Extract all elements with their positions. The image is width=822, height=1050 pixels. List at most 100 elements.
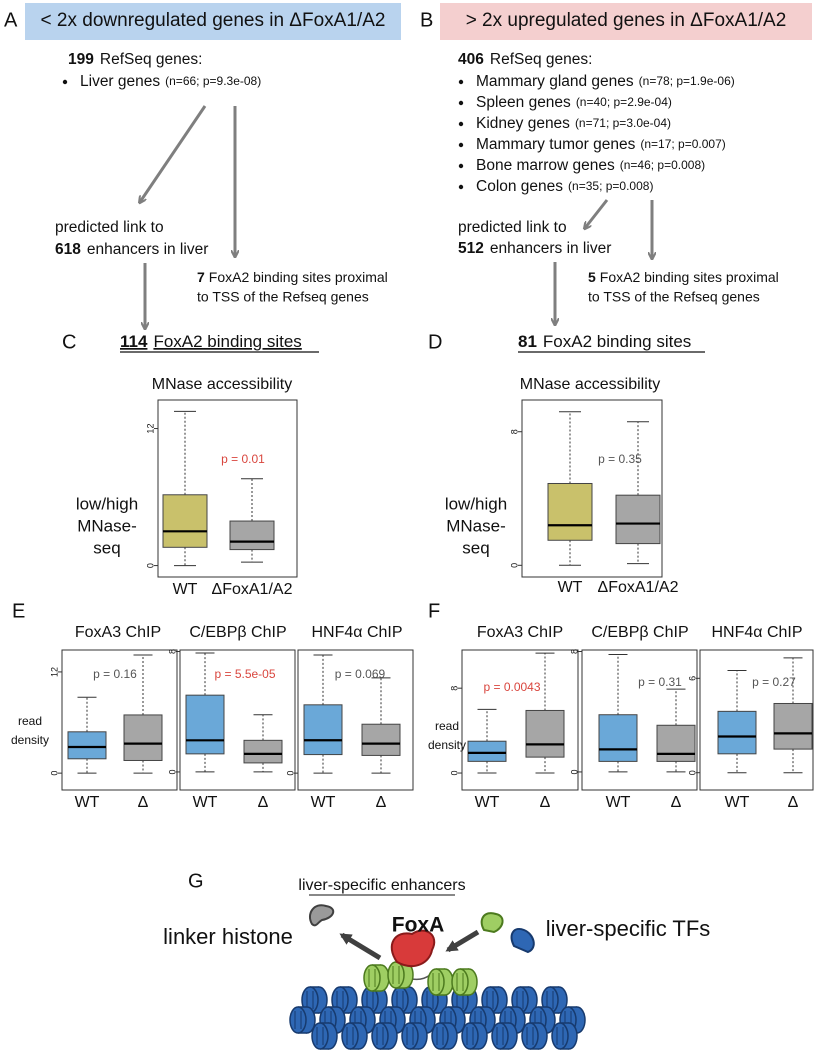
diagram-title: liver-specific enhancers bbox=[298, 877, 465, 894]
plot-frame bbox=[61, 649, 178, 791]
chart-title: HNF4α ChIP bbox=[311, 624, 402, 641]
box bbox=[123, 714, 163, 761]
x-tick-label: Δ bbox=[788, 794, 799, 811]
box-plot: MNase accessibility low/high MNase-seq 0 12 W… bbox=[76, 376, 298, 598]
nucleosome bbox=[491, 1022, 509, 1050]
chart-title: HNF4α ChIP bbox=[711, 624, 802, 641]
y-tick-label: 8 bbox=[167, 649, 177, 654]
nucleosome bbox=[371, 1022, 389, 1050]
p-value: p = 0.069 bbox=[335, 667, 386, 681]
x-tick-label: WT bbox=[173, 581, 198, 598]
chart-title: MNase accessibility bbox=[520, 376, 660, 393]
y-tick-label: 0 bbox=[449, 771, 459, 776]
y-axis-label: read bbox=[18, 714, 42, 728]
header-box bbox=[25, 3, 401, 40]
y-axis-label: read bbox=[435, 719, 459, 733]
enhancer-label: enhancers in liver bbox=[490, 240, 611, 257]
y-tick-label: 0 bbox=[49, 771, 59, 776]
box bbox=[243, 739, 283, 764]
y-axis-label: seq bbox=[93, 538, 120, 557]
p-value: p = 0.31 bbox=[638, 675, 682, 689]
box bbox=[67, 731, 107, 760]
gene-item: Colon genes (n=35; p=0.008) bbox=[476, 178, 653, 195]
site-line: 114 FoxA2 binding sites bbox=[120, 332, 302, 351]
gene-count-line: 199 RefSeq genes: bbox=[68, 51, 202, 68]
site-label: FoxA2 binding sites bbox=[153, 332, 301, 351]
box bbox=[656, 724, 696, 762]
gene-stats: (n=46; p=0.008) bbox=[620, 158, 705, 172]
nucleosome bbox=[551, 1022, 569, 1050]
tss-label: FoxA2 binding sites proximal bbox=[209, 269, 388, 285]
tf-icon bbox=[510, 928, 535, 954]
gene-item: Spleen genes (n=40; p=2.9e-04) bbox=[476, 94, 672, 111]
enhancer-label: enhancers in liver bbox=[87, 241, 208, 258]
y-axis-label: low/high bbox=[76, 494, 138, 513]
gene-list: Mammary gland genes (n=78; p=1.9e-06) Sple… bbox=[458, 73, 735, 195]
bullet bbox=[458, 142, 464, 148]
foxa-protein bbox=[390, 929, 436, 968]
arrow bbox=[140, 105, 207, 202]
gene-item: Kidney genes (n=71; p=3.0e-04) bbox=[476, 115, 671, 132]
enhancer-line: 618 enhancers in liver bbox=[55, 241, 208, 258]
tss-label: to TSS of the Refseq genes bbox=[588, 289, 760, 305]
box bbox=[303, 704, 343, 756]
x-tick-label: Δ bbox=[138, 794, 149, 811]
panel-letter: A bbox=[4, 9, 18, 31]
gene-name: Mammary gland genes bbox=[476, 73, 634, 90]
enhancer-count: 512 bbox=[458, 240, 484, 257]
site-count: 81 bbox=[518, 332, 537, 351]
y-tick-label: 8 bbox=[449, 686, 459, 691]
gene-item: Mammary gland genes (n=78; p=1.9e-06) bbox=[476, 73, 735, 90]
nucleosome bbox=[401, 1022, 419, 1050]
enhancer-line: 512 enhancers in liver bbox=[458, 240, 611, 257]
arrow bbox=[585, 199, 609, 228]
y-axis-label: low/high bbox=[445, 494, 507, 513]
gene-name: Colon genes bbox=[476, 178, 563, 195]
bullet bbox=[458, 79, 464, 85]
y-tick-label: 6 bbox=[687, 676, 697, 681]
nucleosome bbox=[451, 968, 469, 996]
y-axis-label: MNase- bbox=[77, 516, 137, 535]
y-axis-label: density bbox=[428, 738, 466, 752]
tss-label: to TSS of the Refseq genes bbox=[197, 289, 369, 305]
bullet bbox=[458, 184, 464, 190]
box bbox=[229, 520, 275, 551]
y-tick-label: 0 bbox=[687, 770, 697, 775]
x-tick-label: Δ bbox=[671, 794, 682, 811]
panel-letter: G bbox=[188, 870, 204, 892]
x-tick-label: ΔFoxA1/A2 bbox=[598, 579, 679, 596]
panel-letter: D bbox=[428, 331, 442, 353]
chart-title: C/EBPβ ChIP bbox=[591, 624, 688, 641]
panel-letter: F bbox=[428, 600, 440, 622]
chart-title: C/EBPβ ChIP bbox=[189, 624, 286, 641]
arrow bbox=[339, 932, 382, 961]
gene-count: 199 bbox=[68, 51, 94, 68]
gene-name: Bone marrow genes bbox=[476, 157, 615, 174]
y-tick-label: 0 bbox=[569, 769, 579, 774]
x-tick-label: WT bbox=[606, 794, 631, 811]
box bbox=[185, 694, 225, 755]
gene-stats: (n=66; p=9.3e-08) bbox=[165, 74, 261, 88]
tss-line: 7 FoxA2 binding sites proximal bbox=[197, 269, 388, 285]
nucleosome bbox=[387, 961, 405, 989]
panel-header: > 2x upregulated genes in ΔFoxA1/A2 bbox=[466, 10, 787, 31]
y-tick-label: 0 bbox=[285, 771, 295, 776]
x-tick-label: WT bbox=[193, 794, 218, 811]
p-value: p = 0.01 bbox=[221, 452, 265, 466]
nucleosome bbox=[341, 1022, 359, 1050]
box-plots: MNase accessibility low/high MNase-seq 0 12 W… bbox=[11, 376, 814, 811]
gene-stats: (n=17; p=0.007) bbox=[640, 137, 725, 151]
tss-label: FoxA2 binding sites proximal bbox=[600, 269, 779, 285]
chart-title: FoxA3 ChIP bbox=[477, 624, 563, 641]
tf-icon bbox=[480, 912, 504, 934]
gene-count: 406 bbox=[458, 51, 484, 68]
gene-name: Spleen genes bbox=[476, 94, 571, 111]
box bbox=[525, 709, 565, 758]
nucleosome bbox=[521, 1022, 539, 1050]
bullet bbox=[458, 100, 464, 106]
y-tick-label: 0 bbox=[167, 769, 177, 774]
header-box bbox=[440, 3, 812, 40]
box bbox=[717, 710, 757, 755]
p-value: p = 0.35 bbox=[598, 452, 642, 466]
